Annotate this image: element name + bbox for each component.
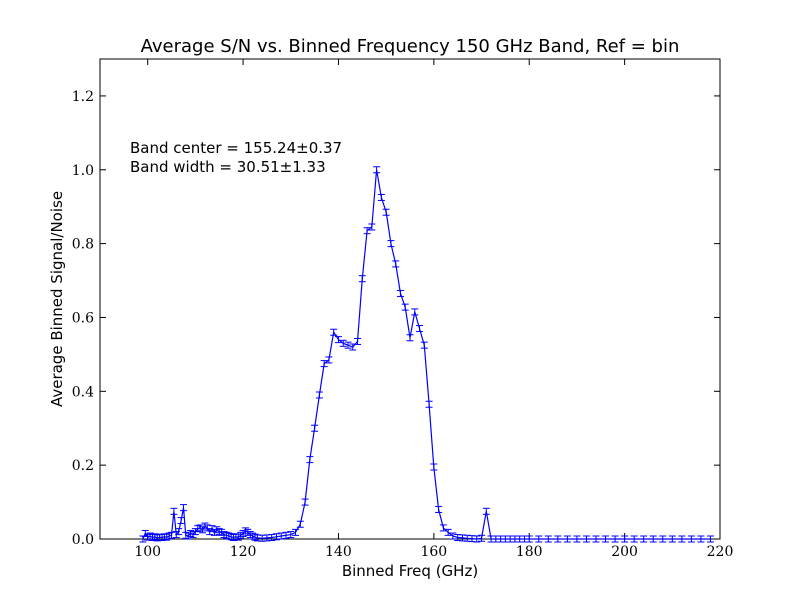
data-point	[630, 535, 638, 543]
data-point	[478, 534, 486, 542]
data-point	[282, 531, 290, 539]
x-tick-label: 100	[134, 544, 161, 560]
data-point	[344, 341, 352, 349]
data-point	[387, 240, 395, 248]
y-axis-label: Average Binned Signal/Noise	[48, 191, 66, 407]
data-point	[368, 223, 376, 231]
data-point	[621, 535, 629, 543]
x-tick-label: 200	[611, 544, 638, 560]
data-point	[377, 193, 385, 201]
band-center-annotation: Band center = 155.24±0.37	[130, 139, 342, 157]
data-point	[168, 531, 176, 539]
data-point	[430, 463, 438, 471]
data-point	[179, 504, 187, 512]
data-point	[339, 339, 347, 347]
x-tick-label: 140	[325, 544, 352, 560]
data-point	[659, 535, 667, 543]
data-point	[320, 360, 328, 368]
data-point	[482, 507, 490, 515]
data-point	[563, 535, 571, 543]
data-point	[382, 208, 390, 216]
data-point	[416, 325, 424, 333]
x-axis-ticks: 100 120 140 160 180 200 220	[134, 59, 733, 560]
data-point	[668, 535, 676, 543]
data-point	[401, 303, 409, 311]
data-point	[535, 535, 543, 543]
data-point	[473, 535, 481, 543]
x-tick-label: 220	[707, 544, 734, 560]
data-point	[296, 520, 304, 528]
data-point	[268, 534, 276, 542]
y-tick-label: 1.0	[72, 163, 94, 179]
data-point	[425, 400, 433, 408]
data-point	[177, 517, 185, 525]
data-point	[449, 532, 457, 540]
data-point	[354, 337, 362, 345]
data-point	[592, 535, 600, 543]
data-point	[311, 424, 319, 432]
data-point	[435, 505, 443, 513]
data-point	[420, 341, 428, 349]
data-point	[334, 336, 342, 344]
data-point	[330, 328, 338, 336]
chart-title: Average S/N vs. Binned Frequency 150 GHz…	[141, 36, 680, 57]
y-tick-label: 0.4	[72, 384, 94, 400]
data-point	[602, 535, 610, 543]
data-point	[325, 356, 333, 364]
y-tick-label: 1.2	[72, 89, 94, 105]
error-bars	[139, 166, 714, 543]
x-axis-label: Binned Freq (GHz)	[342, 562, 478, 580]
y-axis-ticks: 0.0 0.2 0.4 0.6 0.8 1.0 1.2	[72, 89, 720, 548]
data-point	[358, 275, 366, 283]
data-point	[544, 535, 552, 543]
data-point	[554, 535, 562, 543]
data-point	[306, 456, 314, 464]
data-point	[292, 528, 300, 536]
y-tick-label: 0.2	[72, 458, 94, 474]
band-width-annotation: Band width = 30.51±1.33	[130, 158, 326, 176]
data-point	[373, 166, 381, 174]
x-tick-label: 120	[230, 544, 257, 560]
data-point	[697, 535, 705, 543]
data-point	[573, 535, 581, 543]
y-tick-label: 0.0	[72, 532, 94, 548]
data-point	[611, 535, 619, 543]
data-point	[363, 227, 371, 235]
data-point	[396, 289, 404, 297]
data-point	[649, 535, 657, 543]
plot-area	[99, 58, 721, 540]
data-point	[411, 308, 419, 316]
data-point	[287, 531, 295, 539]
data-point	[706, 535, 714, 543]
data-point	[392, 260, 400, 268]
data-point	[301, 498, 309, 506]
data-point	[687, 535, 695, 543]
data-point	[439, 524, 447, 532]
data-point	[406, 334, 414, 342]
data-point	[170, 507, 178, 515]
data-point	[277, 532, 285, 540]
x-tick-label: 180	[516, 544, 543, 560]
x-tick-label: 160	[420, 544, 447, 560]
data-point	[315, 391, 323, 399]
data-point	[525, 535, 533, 543]
y-tick-label: 0.8	[72, 237, 94, 253]
data-point	[444, 528, 452, 536]
data-point	[678, 535, 686, 543]
y-tick-label: 0.6	[72, 310, 94, 326]
data-point	[582, 535, 590, 543]
data-point	[272, 533, 280, 541]
data-point	[640, 535, 648, 543]
data-point	[175, 528, 183, 536]
